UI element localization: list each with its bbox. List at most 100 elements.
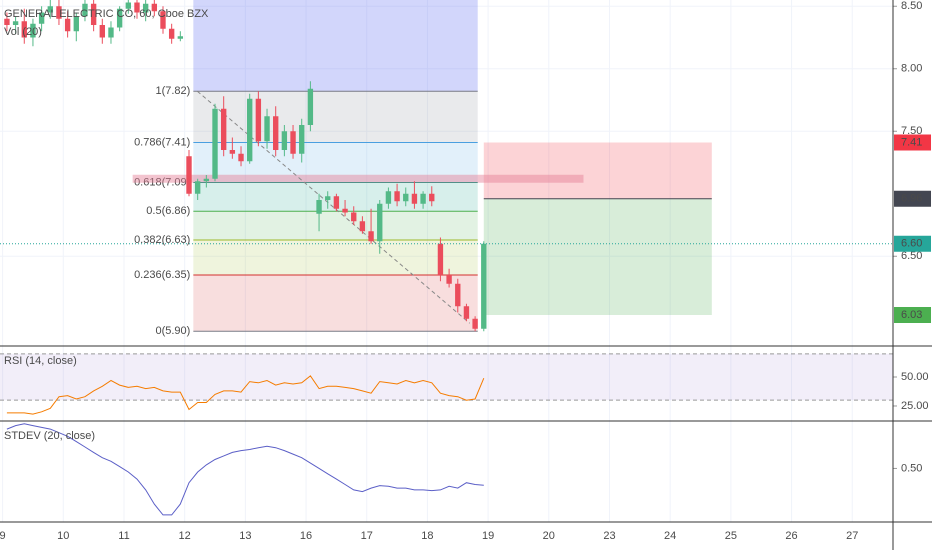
candle-body: [420, 193, 426, 204]
price-badge: [894, 190, 931, 207]
candle-body: [437, 243, 444, 275]
candle-body: [403, 193, 409, 202]
x-tick-label: 26: [785, 530, 797, 542]
candle-body: [446, 275, 452, 284]
candle-body: [116, 8, 123, 28]
candle-body: [463, 306, 470, 319]
candle-body: [194, 181, 201, 194]
indicator-line: [6, 375, 485, 415]
candle-body: [64, 18, 71, 32]
candle-body: [212, 108, 218, 179]
y-tick-label: 6.50: [901, 250, 922, 262]
fib-label: 0.5(6.86): [146, 205, 190, 217]
indicator-line: [6, 423, 484, 516]
candle-body: [90, 3, 97, 25]
candle-body: [290, 131, 296, 154]
candle-body: [394, 191, 400, 202]
candle-body: [151, 3, 158, 12]
x-tick-label: 20: [543, 530, 555, 542]
x-tick-label: 11: [118, 530, 129, 542]
candle-body: [134, 2, 140, 13]
candle-body: [142, 3, 149, 13]
candle-body: [108, 27, 114, 38]
candle-body: [4, 18, 10, 25]
candle-body: [247, 98, 253, 162]
x-tick-label: 10: [57, 530, 69, 542]
trend-line: [197, 90, 471, 324]
candle-body: [325, 196, 331, 200]
x-tick-label: 9: [0, 530, 6, 542]
candle-body: [281, 131, 288, 150]
candle-body: [125, 2, 132, 9]
fib-label: 1(7.82): [155, 85, 190, 97]
candle-body: [186, 156, 192, 194]
fib-label: 0.236(6.35): [134, 269, 190, 281]
indicator-title: STDEV (20, close): [4, 430, 95, 442]
candle-body: [220, 108, 227, 150]
candle-body: [299, 125, 305, 154]
x-tick-label: 16: [300, 530, 312, 542]
blue-zone: [193, 0, 478, 92]
candle-body: [38, 12, 45, 24]
x-tick-label: 13: [239, 530, 251, 542]
candle-body: [385, 191, 392, 204]
price-badge-label: 6.03: [901, 309, 922, 321]
candle-body: [429, 193, 435, 202]
y-tick-label: 0.50: [901, 462, 922, 474]
candle-body: [377, 203, 383, 242]
price-badge-label: 6.60: [901, 238, 922, 250]
stop-zone: [483, 142, 712, 199]
y-tick-label: 50.00: [901, 371, 929, 383]
indicator-title: RSI (14, close): [4, 355, 77, 367]
x-tick-label: 25: [725, 530, 737, 542]
y-tick-label: 25.00: [901, 400, 929, 412]
candle-body: [307, 88, 314, 125]
fib-label: 0.786(7.41): [134, 136, 190, 148]
x-tick-label: 12: [179, 530, 191, 542]
candle-body: [342, 208, 348, 213]
candle-body: [273, 116, 279, 150]
y-tick-label: 7.50: [901, 125, 922, 137]
price-badge: [894, 235, 931, 252]
y-tick-label: 8.00: [901, 63, 922, 75]
candle-body: [12, 21, 19, 25]
candle-body: [264, 116, 270, 142]
volume-label: Vol (20): [4, 26, 42, 38]
candle-body: [177, 36, 184, 39]
x-tick-label: 24: [664, 530, 676, 542]
rsi-band: [0, 353, 893, 401]
fib-zone: [193, 275, 478, 332]
price-badge-label: 7.41: [901, 136, 922, 148]
candle-body: [73, 16, 79, 32]
candle-body: [359, 221, 366, 232]
y-tick-label: 8.50: [901, 0, 922, 12]
x-tick-label: 27: [846, 530, 858, 542]
price-badge-label: 6.96: [901, 193, 922, 205]
candle-body: [229, 150, 236, 154]
x-tick-label: 18: [421, 530, 433, 542]
candle-body: [368, 231, 374, 242]
candle-body: [351, 212, 357, 222]
candle-body: [411, 193, 418, 204]
fib-label: 0(5.90): [155, 325, 190, 337]
fib-label: 0.382(6.63): [134, 234, 190, 246]
candle-body: [472, 318, 478, 329]
candle-body: [30, 23, 36, 38]
fib-zone: [193, 91, 478, 143]
candle-body: [21, 21, 27, 38]
fib-zone: [193, 211, 478, 240]
fib-label: 0.618(7.09): [134, 176, 190, 188]
price-badge: [894, 307, 931, 323]
candle-body: [203, 178, 210, 182]
candle-body: [56, 6, 62, 19]
candle-body: [255, 98, 262, 142]
price-badge: [894, 134, 931, 151]
x-tick-label: 17: [361, 530, 373, 542]
candle-body: [47, 6, 53, 13]
candle-body: [168, 28, 175, 39]
candle-body: [238, 153, 244, 162]
x-tick-label: 23: [603, 530, 615, 542]
candle-body: [82, 3, 88, 17]
